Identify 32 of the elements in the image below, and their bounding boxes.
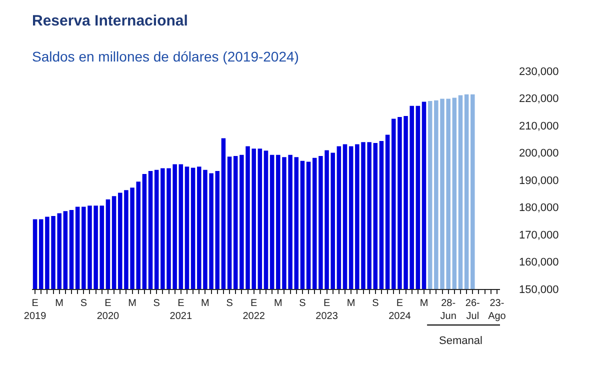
x-tick-label: E 2023 <box>316 298 338 322</box>
y-tick-label: 150,000 <box>519 284 559 296</box>
x-tick-label: 28- Jun <box>440 298 456 322</box>
x-tick-label: M <box>201 298 210 309</box>
x-tick-label: E 2020 <box>96 298 120 322</box>
chart-title: Reserva Internacional <box>32 12 188 30</box>
x-tick-label: M <box>55 298 64 309</box>
x-tick-label: M <box>420 298 428 309</box>
x-tick-label: S <box>299 298 306 309</box>
x-tick-label: M <box>346 298 356 309</box>
x-tick-label: S <box>226 298 234 309</box>
x-tick-label: 26- Jul <box>465 298 480 322</box>
y-tick-label: 190,000 <box>519 174 559 187</box>
y-tick-label: 170,000 <box>519 229 559 242</box>
x-tick-label: E 2021 <box>170 298 192 322</box>
x-tick-label: 23- Ago <box>488 298 506 322</box>
text: Semanal <box>439 335 482 347</box>
chart-subtitle: Saldos en millones de dólares (2019-2024) <box>32 48 299 64</box>
x-tick-label: M <box>128 298 136 309</box>
y-tick-label: 200,000 <box>519 148 559 160</box>
y-tick-label: 160,000 <box>519 256 559 269</box>
x-tick-label: M <box>274 298 282 309</box>
x-tick-label: S <box>80 298 88 309</box>
y-tick-label: 220,000 <box>519 93 559 106</box>
y-tick-label: 210,000 <box>519 120 559 132</box>
x-tick-label: S <box>153 298 160 309</box>
y-tick-label: 230,000 <box>519 66 559 78</box>
x-tick-label: E 2019 <box>24 298 47 322</box>
y-tick-label: 180,000 <box>519 202 559 214</box>
x-tick-label: E 2024 <box>388 298 412 322</box>
x-tick-label: S <box>372 298 380 309</box>
x-tick-label: E 2022 <box>242 298 266 322</box>
